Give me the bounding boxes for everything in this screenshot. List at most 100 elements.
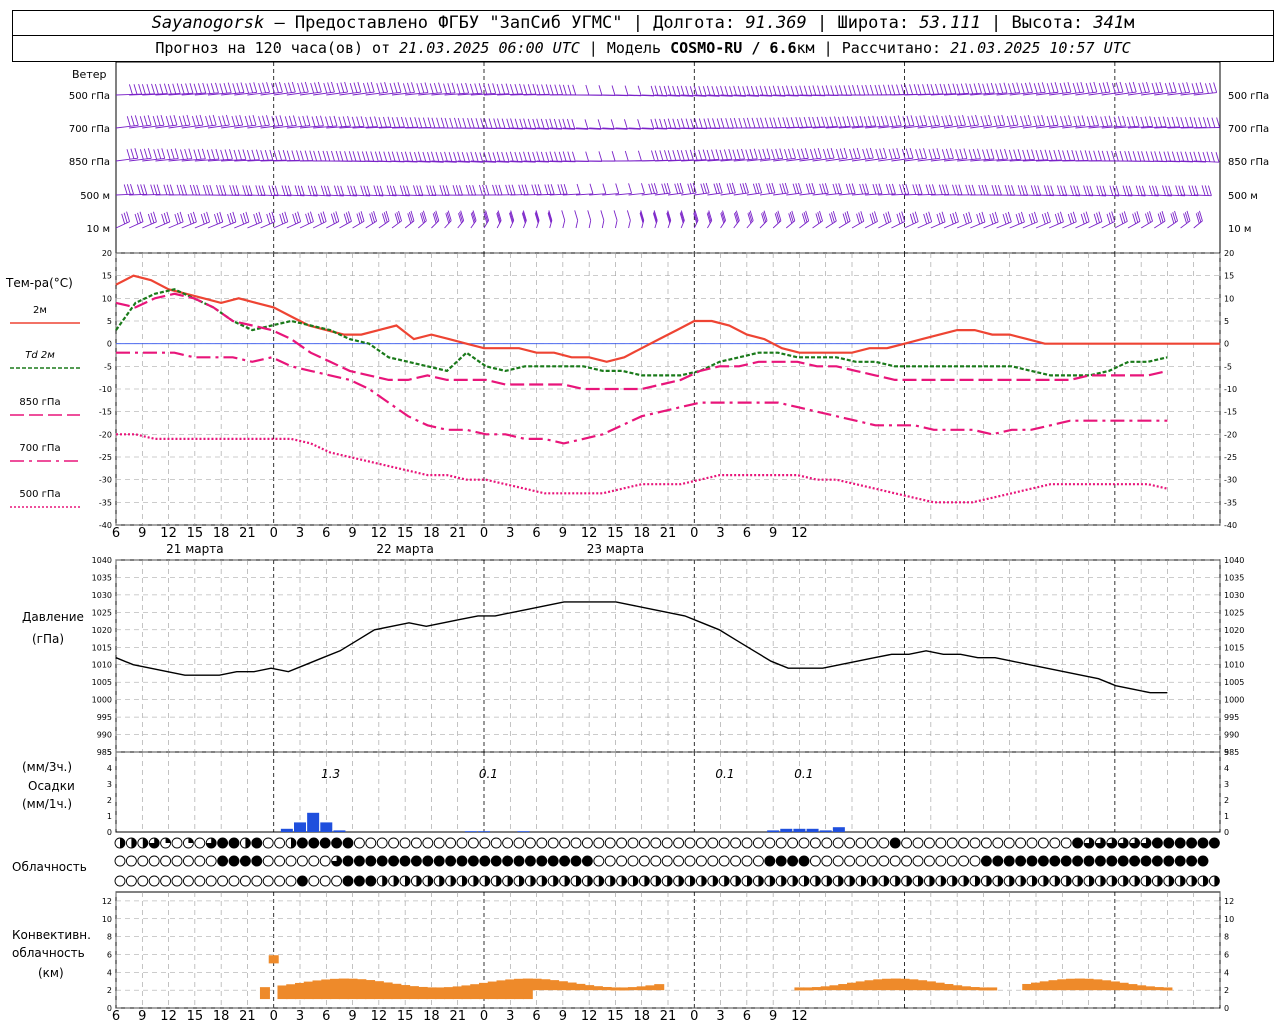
cloud-circle — [718, 837, 730, 849]
wind-barb-feather — [766, 148, 771, 159]
wind-barb-feather — [685, 149, 690, 161]
wind-barb-shaft — [391, 126, 418, 129]
wind-barb-feather — [1154, 151, 1159, 162]
wind-barb-feather — [782, 117, 787, 128]
wind-barb-feather — [273, 150, 278, 161]
time-tick-label: 15 — [397, 526, 414, 541]
cloud-fill — [1180, 876, 1186, 886]
cloud-circle — [160, 855, 172, 867]
conv-bar — [864, 980, 875, 991]
wind-barb-feather — [378, 151, 383, 162]
wind-barb-shaft — [497, 160, 523, 163]
cloud-circle — [969, 837, 981, 849]
temp-title: Тем-ра(°C) — [6, 276, 73, 290]
wind-barb-feather — [284, 211, 289, 222]
cloud-circle — [137, 875, 149, 887]
wind-barb-feather — [976, 213, 981, 225]
wind-barb-shaft — [746, 158, 771, 162]
cloud-fill — [918, 876, 923, 886]
cloud-circle — [296, 855, 308, 867]
cloud-fill — [1089, 876, 1094, 886]
conv-bar — [1083, 978, 1094, 991]
wind-barb-shaft — [483, 160, 510, 163]
wind-barb-shaft — [1154, 91, 1177, 96]
time-tick-label: 6 — [322, 526, 330, 541]
wind-barb-feather — [174, 148, 179, 159]
conv-bar — [654, 984, 665, 991]
wind-barb-feather — [912, 212, 917, 223]
cloud-circle — [1037, 837, 1049, 849]
wind-barb-feather — [745, 182, 749, 194]
wind-barb-shaft — [1193, 160, 1220, 163]
wind-barb-feather — [731, 182, 736, 194]
wind-barb-feather — [749, 210, 754, 221]
wind-barb-feather — [945, 184, 950, 195]
wind-barb-shaft — [378, 194, 397, 197]
cloud-circle — [752, 855, 764, 867]
wind-barb-feather — [550, 184, 555, 195]
wind-barb-shaft — [1035, 124, 1059, 129]
wind-barb-feather — [830, 212, 835, 223]
wind-barb-feather — [232, 185, 237, 196]
time-tick-label: 21 — [239, 526, 256, 541]
wind-barb-shaft — [983, 92, 1008, 96]
wind-barb-feather — [1047, 185, 1051, 196]
wind-barb-feather — [554, 151, 559, 162]
cloud-circle — [217, 875, 229, 887]
wind-barb-feather — [483, 118, 488, 129]
wind-barb-feather — [244, 116, 249, 127]
wind-barb-shaft — [483, 93, 510, 96]
wind-barb-shaft — [1022, 124, 1045, 129]
wind-barb-feather — [1137, 151, 1142, 162]
wind-barb-feather — [982, 83, 987, 94]
wind-barb-feather — [1050, 82, 1055, 93]
wind-barb-feather — [1132, 81, 1137, 93]
wind-barb-shaft — [746, 94, 773, 97]
wind-barb-feather — [534, 213, 539, 224]
wind-barb-shaft — [865, 125, 889, 129]
precip-ytick-left: 3 — [107, 780, 112, 789]
cloud-circle — [251, 875, 263, 887]
wind-barb-shaft — [221, 92, 245, 96]
wind-barb-feather — [955, 184, 960, 195]
wind-barb-feather — [128, 84, 133, 95]
conv-bar — [259, 987, 270, 1000]
wind-barb-shaft — [917, 93, 944, 96]
cloud-circle — [1026, 837, 1038, 849]
wind-barb-shaft — [786, 94, 812, 97]
conv-bar — [295, 982, 305, 1000]
time-tick-label-bottom: 9 — [769, 1009, 777, 1024]
wind-barb-feather — [206, 211, 211, 223]
wind-barb-feather — [219, 185, 224, 196]
cloud-circle — [353, 837, 365, 849]
wind-barb-feather — [1018, 212, 1023, 224]
wind-barb-feather — [925, 212, 930, 223]
wind-barb-shaft — [313, 91, 335, 96]
wind-barb-feather — [567, 151, 572, 162]
wind-barb-feather — [562, 151, 567, 162]
wind-barb-shaft — [1193, 194, 1212, 197]
wind-barb-feather — [666, 182, 671, 194]
wind-barb-shaft — [1114, 91, 1137, 96]
wind-barb-shaft — [260, 194, 279, 197]
pressure-ytick-right: 985 — [1224, 748, 1239, 757]
cloud-circle — [182, 875, 194, 887]
temp-legend-label: 500 гПа — [19, 489, 60, 500]
wind-barb-feather — [134, 213, 139, 225]
wind-barb-feather — [922, 84, 926, 95]
wind-barb-feather — [242, 149, 247, 160]
wind-barb-feather — [1159, 212, 1164, 223]
wind-barb-feather — [1145, 151, 1150, 162]
wind-barb-feather — [1013, 149, 1018, 160]
wind-barb-feather — [676, 149, 681, 161]
wind-barb-feather — [137, 212, 141, 223]
wind-barb-feather — [173, 114, 178, 126]
cloud-circle — [855, 855, 867, 867]
wind-barb-feather — [885, 184, 890, 195]
conv-bar — [645, 985, 656, 991]
wind-barb-feather — [667, 118, 672, 129]
wind-barb-shaft — [970, 124, 992, 129]
wind-barb-feather — [960, 83, 965, 94]
wind-barb-feather — [1008, 149, 1013, 161]
wind-barb-feather — [1095, 115, 1099, 126]
